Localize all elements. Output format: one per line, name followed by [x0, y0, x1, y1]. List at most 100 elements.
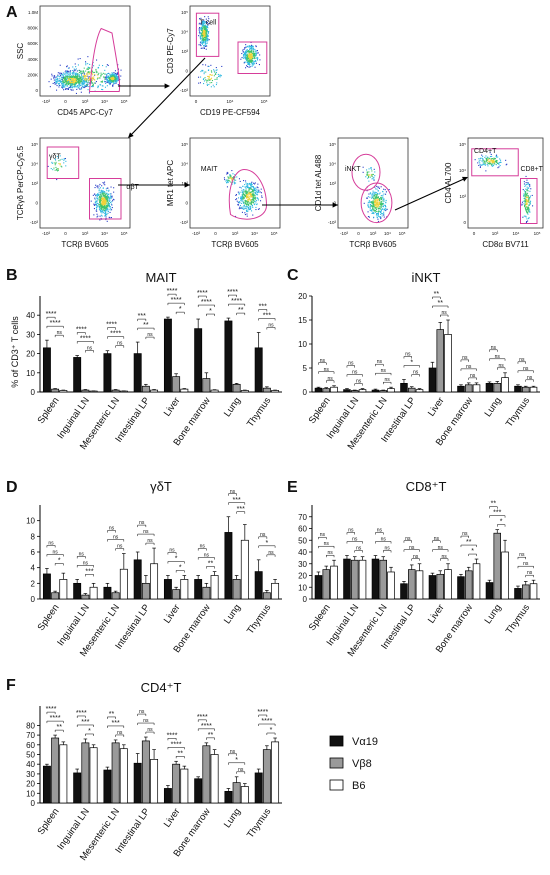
- sig-label: **: [109, 711, 115, 718]
- flow-event: [104, 210, 106, 212]
- flow-event: [378, 215, 380, 217]
- flow-event: [54, 164, 56, 166]
- flow-event: [81, 78, 83, 80]
- flow-event: [201, 32, 203, 34]
- flow-event: [247, 192, 249, 194]
- flow-event: [201, 40, 203, 42]
- flow-event: [73, 70, 75, 72]
- flow-event: [203, 71, 205, 73]
- flow-event: [98, 194, 100, 196]
- flow-event: [239, 186, 241, 188]
- flow-event: [251, 194, 253, 196]
- sig-label: ns: [523, 561, 529, 567]
- flow-event: [372, 204, 374, 206]
- flow-event: [239, 201, 241, 203]
- flow-event: [59, 155, 61, 157]
- flow-event: [375, 214, 377, 216]
- flow-event: [255, 62, 257, 64]
- flow-event: [246, 197, 248, 199]
- flow-event: [208, 84, 210, 86]
- flow-event: [110, 80, 112, 82]
- flow-event: [371, 196, 373, 198]
- flow-event: [248, 197, 250, 199]
- flow-event: [244, 190, 246, 192]
- flow-event: [199, 22, 201, 24]
- flow-event: [71, 84, 73, 86]
- flow-event: [243, 205, 245, 207]
- flow-y-tick: 10⁵: [459, 142, 466, 147]
- flow-event: [374, 196, 376, 198]
- flow-event: [247, 195, 249, 197]
- flow-event: [203, 37, 205, 39]
- flow-event: [493, 160, 495, 162]
- y-tick-label: 40: [298, 548, 307, 557]
- flow-event: [250, 182, 252, 184]
- sig-label: ns: [356, 379, 362, 385]
- flow-event: [106, 205, 108, 207]
- flow-event: [253, 189, 255, 191]
- sig-bracket: [403, 356, 412, 359]
- flow-event: [201, 35, 203, 37]
- flow-event: [98, 72, 100, 74]
- flow-event: [487, 156, 489, 158]
- flow-event: [58, 79, 60, 81]
- flow-event: [241, 207, 243, 209]
- flow-event: [95, 201, 97, 203]
- flow-event: [205, 48, 207, 50]
- flow-y-tick: 10⁴: [459, 168, 466, 173]
- flow-event: [55, 76, 57, 78]
- flow-event: [376, 213, 378, 215]
- flow-event: [225, 180, 227, 182]
- flow-event: [247, 60, 249, 62]
- flow-event: [70, 79, 72, 81]
- flow-event: [103, 195, 105, 197]
- flow-event: [372, 177, 374, 179]
- flow-event: [371, 175, 373, 177]
- flow-event: [529, 203, 531, 205]
- sig-label: ns: [381, 537, 387, 543]
- flow-event: [228, 179, 230, 181]
- flow-event: [232, 173, 234, 175]
- flow-event: [376, 203, 378, 205]
- flow-event: [385, 206, 387, 208]
- bar-B6: [415, 389, 424, 393]
- flow-event: [75, 92, 77, 94]
- flow-event: [102, 194, 104, 196]
- flow-event: [77, 75, 79, 77]
- flow-event: [249, 53, 251, 55]
- sig-label: **: [56, 724, 62, 731]
- flow-event: [372, 212, 374, 214]
- flow-event: [87, 82, 89, 84]
- flow-event: [231, 177, 233, 179]
- flow-event: [63, 158, 65, 160]
- flow-event: [246, 195, 248, 197]
- flow-event: [524, 205, 526, 207]
- flow-event: [93, 76, 95, 78]
- flow-y-axis-label: CD1d tet AL488: [314, 154, 323, 211]
- flow-event: [110, 77, 112, 79]
- sig-label: ns: [328, 376, 334, 382]
- flow-event: [203, 33, 205, 35]
- x-tick-label: Spleen: [36, 806, 62, 837]
- flow-event: [92, 78, 94, 80]
- flow-event: [208, 65, 210, 67]
- flow-event: [368, 174, 370, 176]
- flow-event: [87, 83, 89, 85]
- flow-event: [92, 76, 94, 78]
- flow-event: [254, 60, 256, 62]
- bar-Vb8: [111, 389, 120, 393]
- sig-label: ns: [57, 330, 63, 336]
- flow-event: [104, 81, 106, 83]
- flow-event: [63, 89, 65, 91]
- flow-event: [258, 64, 260, 66]
- flow-event: [104, 202, 106, 204]
- flow-event: [201, 47, 203, 49]
- flow-event: [250, 193, 252, 195]
- flow-event: [250, 186, 252, 188]
- flow-event: [246, 55, 248, 57]
- sig-bracket: [258, 309, 268, 312]
- flow-event: [206, 79, 208, 81]
- flow-event: [105, 206, 107, 208]
- flow-event: [109, 83, 111, 85]
- flow-event: [228, 177, 230, 179]
